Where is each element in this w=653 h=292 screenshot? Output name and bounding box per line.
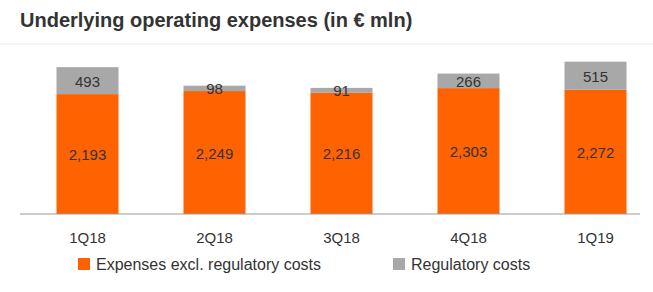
bars (57, 62, 627, 214)
legend-swatch (393, 258, 405, 270)
bar-segment (565, 90, 627, 214)
legend-label: Regulatory costs (411, 256, 530, 273)
x-tick-label: 3Q18 (323, 229, 360, 246)
data-label: 98 (206, 80, 223, 97)
x-tick-label: 1Q18 (69, 229, 106, 246)
data-label: 2,216 (323, 145, 361, 162)
bar-segment (57, 67, 119, 94)
x-tick-label: 4Q18 (450, 229, 487, 246)
data-label: 2,249 (196, 145, 234, 162)
bar-segment (565, 62, 627, 90)
data-label: 2,193 (69, 146, 107, 163)
x-tick-label: 1Q19 (577, 229, 614, 246)
chart-svg: Underlying operating expenses (in € mln)… (0, 0, 653, 292)
chart-container: Underlying operating expenses (in € mln)… (0, 0, 653, 292)
bar-segment (438, 88, 500, 214)
legend: Expenses excl. regulatory costs Regulator… (78, 256, 530, 273)
data-labels: 2,193 493 2,249 98 2,216 91 2,303 266 2,272 515 (69, 68, 615, 163)
x-axis-line (20, 214, 640, 215)
data-label: 2,272 (577, 144, 615, 161)
title-rule (0, 44, 653, 45)
data-label: 91 (333, 82, 350, 99)
x-tick-label: 2Q18 (196, 229, 233, 246)
data-label: 266 (456, 73, 481, 90)
title: Underlying operating expenses (in € mln) (20, 9, 412, 31)
legend-label: Expenses excl. regulatory costs (96, 256, 321, 273)
bar-segment (184, 91, 246, 214)
data-label: 2,303 (450, 143, 488, 160)
bar-segment (57, 94, 119, 214)
data-label: 493 (75, 73, 100, 90)
data-label: 515 (583, 68, 608, 85)
bar-segment (311, 93, 373, 214)
legend-swatch (78, 258, 90, 270)
